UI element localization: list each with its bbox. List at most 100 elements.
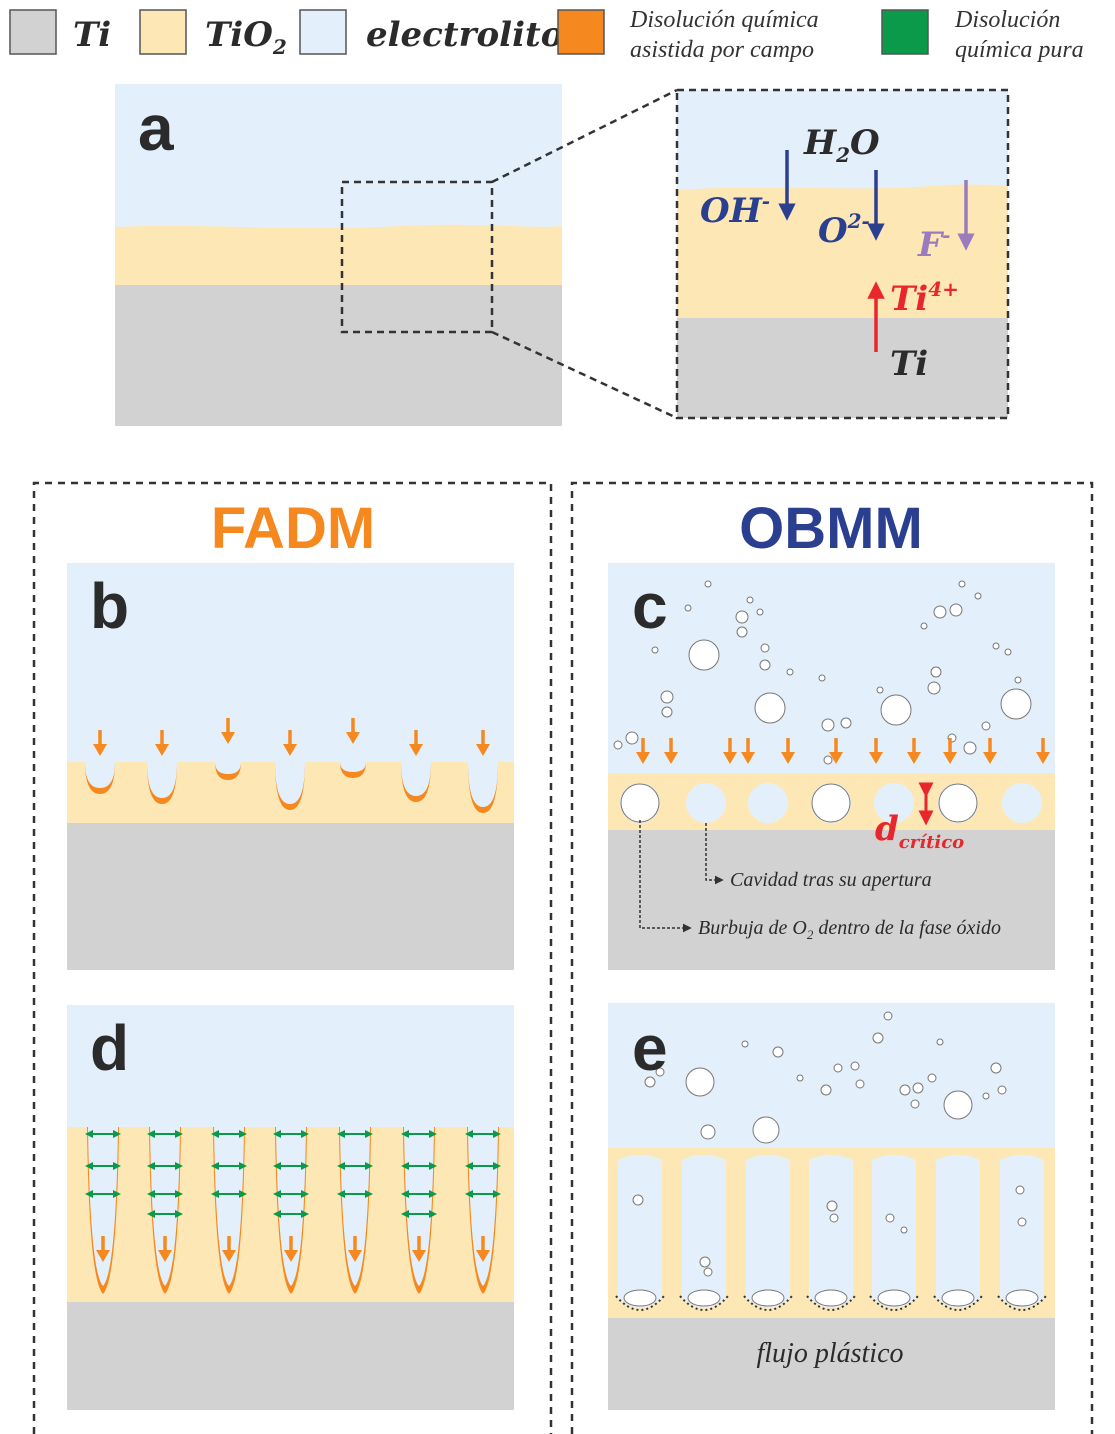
pit-arrow-2-head	[221, 732, 235, 744]
zoom-box	[340, 180, 494, 334]
o2-microbubble-0	[735, 610, 749, 624]
panel-b-letter: b	[90, 570, 129, 642]
pit-5	[401, 762, 431, 796]
panel-b-electrolyte	[67, 563, 514, 763]
pit-arrow-6-head	[476, 744, 490, 756]
o2-bubble-2	[938, 783, 978, 823]
pit-6	[468, 762, 498, 807]
e-o2-bubble-1	[752, 1116, 780, 1144]
legend-swatch-ti	[9, 9, 57, 55]
o2-microbubble-19	[746, 596, 754, 604]
o2-microbubble-28	[876, 686, 884, 694]
o2-bubble-1	[811, 783, 851, 823]
o2-microbubble-11	[949, 603, 963, 617]
pit-arrow-4-head	[346, 732, 360, 744]
panel-c-bubbles	[613, 580, 1032, 823]
tube-bore-2	[746, 1155, 790, 1308]
label-ti-metal: Ti	[890, 344, 928, 384]
zoom-line-bottom	[491, 330, 678, 420]
o2-bubble-5	[880, 694, 912, 726]
o2-microbubble-21	[1004, 648, 1012, 656]
obmm-title: OBMM	[739, 496, 923, 561]
legend-label-field-assisted-line2: asistida por campo	[630, 37, 814, 63]
c-arrow-0-head	[636, 752, 650, 764]
o2-microbubble-16	[981, 721, 991, 731]
tube-bubble-6	[1005, 1289, 1039, 1307]
e-o2-microbubble-6	[855, 1079, 865, 1089]
o2-microbubble-7	[661, 706, 673, 718]
panel-e-electrolyte	[608, 1003, 1055, 1153]
inset-oxide-layer	[677, 184, 1008, 320]
e-o2-microbubble-22	[1015, 1185, 1025, 1195]
e-o2-microbubble-17	[703, 1267, 713, 1277]
e-o2-microbubble-13	[872, 1032, 884, 1044]
o2-bubble-4	[754, 692, 786, 724]
plastic-flow-label: flujo plástico	[757, 1338, 904, 1369]
legend-label-field-assisted-line1: Disolución química	[629, 7, 819, 33]
o2-microbubble-5	[613, 740, 623, 750]
tube-bubble-4	[877, 1289, 911, 1307]
panel-d-letter: d	[90, 1012, 129, 1084]
e-o2-microbubble-15	[632, 1194, 644, 1206]
tube-bubble-2	[751, 1289, 785, 1307]
panel-c-electrolyte	[608, 563, 1055, 778]
e-o2-bubble-3	[700, 1124, 716, 1140]
plastic-flow-2	[743, 1295, 793, 1311]
tube-bubble-0	[623, 1289, 657, 1307]
panel-c: c dcrítico Cavidad tras su apertura Burb…	[608, 563, 1055, 970]
plastic-flow-6	[997, 1295, 1047, 1311]
legend-swatch-field-assisted	[557, 9, 605, 55]
d-critical-label: dcrítico	[875, 809, 964, 853]
e-o2-microbubble-12	[997, 1085, 1007, 1095]
o2-microbubble-30	[684, 604, 692, 612]
e-o2-microbubble-9	[910, 1099, 920, 1109]
c-arrow-3-head	[741, 752, 755, 764]
panel-c-arrows	[636, 738, 1050, 764]
o2-microbubble-25	[651, 646, 659, 654]
e-o2-microbubble-11	[990, 1062, 1002, 1074]
c-arrow-7-head	[907, 752, 921, 764]
pit-0	[85, 762, 115, 788]
panel-b-pits	[85, 762, 498, 813]
e-o2-microbubble-16	[699, 1256, 711, 1268]
o2-microbubble-29	[1014, 676, 1022, 684]
panel-d-chemical-dissolution-arrows	[85, 1130, 501, 1218]
e-o2-microbubble-21	[900, 1226, 908, 1234]
label-h2o: H2O	[803, 123, 880, 167]
e-o2-microbubble-23	[1017, 1217, 1027, 1227]
label-ti4: Ti4+	[890, 277, 959, 319]
pit-1	[147, 762, 177, 798]
tube-bore-5	[936, 1155, 980, 1308]
legend-swatch-tio2	[139, 9, 187, 55]
cavity-pointer	[705, 823, 724, 885]
inset-titanium	[677, 318, 1008, 418]
panel-a-oxide-layer	[115, 224, 562, 288]
panel-d-electrolyte	[67, 1005, 514, 1129]
e-o2-microbubble-4	[833, 1063, 843, 1073]
o2-microbubble-8	[821, 718, 835, 732]
panel-a-letter: a	[138, 92, 174, 164]
legend-swatch-pure-chemical	[881, 9, 929, 55]
obmm-frame	[570, 481, 1094, 1434]
pore-arrow-0-head	[96, 1250, 110, 1262]
e-o2-microbubble-20	[885, 1213, 895, 1223]
e-o2-microbubble-3	[820, 1084, 832, 1096]
e-o2-microbubble-19	[829, 1213, 839, 1223]
pore-arrow-5-head	[412, 1250, 426, 1262]
c-arrow-9-head	[983, 752, 997, 764]
o2-microbubble-20	[920, 622, 928, 630]
pore-arrow-2-head	[222, 1250, 236, 1262]
o2-microbubble-10	[933, 605, 947, 619]
panel-e-bubbles	[632, 1011, 1027, 1277]
o2-microbubble-9	[840, 717, 852, 729]
e-o2-microbubble-0	[644, 1076, 656, 1088]
plastic-flow-1	[679, 1295, 729, 1311]
inset-electrolyte	[677, 90, 1008, 200]
tube-bore-0	[618, 1155, 662, 1308]
legend-label-pure-chemical-line2: química pura	[955, 37, 1084, 63]
panel-b-titanium	[67, 823, 514, 970]
panel-e-titanium	[608, 1318, 1055, 1410]
tube-bore-1	[682, 1155, 726, 1308]
label-f: F-	[917, 223, 950, 265]
o2-microbubble-22	[992, 642, 1000, 650]
